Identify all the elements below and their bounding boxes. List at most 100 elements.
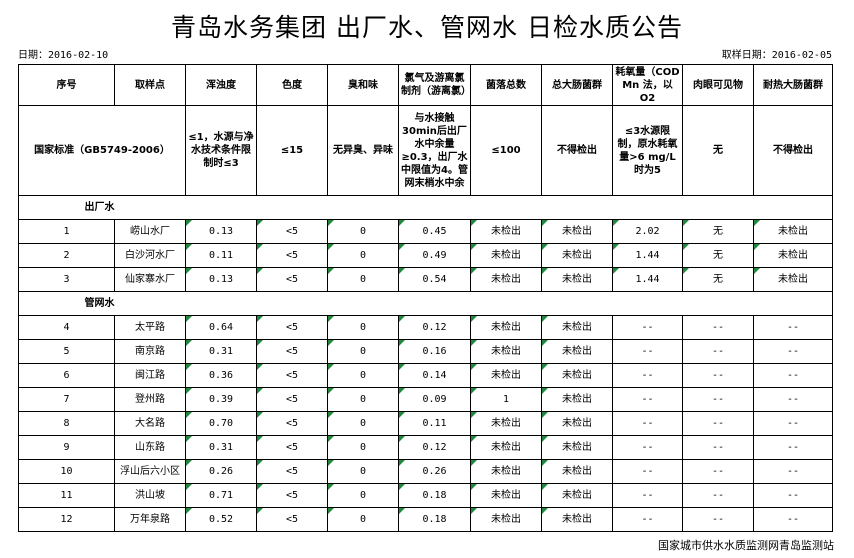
table-cell: 未检出 [541,315,613,340]
standard-value: ≤3水源限制，原水耗氧量>6 mg/L时为5 [612,105,683,196]
table-cell: -- [612,363,683,388]
standard-value: ≤1，水源与净水技术条件限制时≤3 [185,105,257,196]
table-cell: 未检出 [470,411,542,436]
table-cell: 0 [327,459,399,484]
table-cell: 0.11 [185,243,257,268]
table-cell: 大名路 [114,411,186,436]
table-cell: 0 [327,387,399,412]
table-cell: 未检出 [753,219,833,244]
column-header: 耐热大肠菌群 [753,64,833,106]
table-cell: 0.36 [185,363,257,388]
header-row: 序号 取样点 浑浊度 色度 臭和味 氯气及游离氯制剂（游离氯） 菌落总数 总大肠菌群 耗氧量（C… [18,64,833,106]
column-header: 浑浊度 [185,64,257,106]
table-cell: 2.02 [612,219,683,244]
table-cell: 0 [327,363,399,388]
table-cell: <5 [256,507,328,532]
table-cell: -- [682,339,754,364]
table-cell: <5 [256,387,328,412]
table-cell: 0.71 [185,483,257,508]
table-cell: 浮山后六小区 [114,459,186,484]
table-cell: 万年泉路 [114,507,186,532]
section-row: 出厂水 [18,195,833,220]
table-cell: 未检出 [541,459,613,484]
table-cell: 未检出 [753,243,833,268]
table-cell: 未检出 [541,483,613,508]
table-cell: 未检出 [470,243,542,268]
table-cell: 未检出 [541,411,613,436]
table-cell: 0.18 [398,483,471,508]
table-cell: 0 [327,219,399,244]
table-cell: -- [753,507,833,532]
footer-source: 国家城市供水水质监测网青岛监测站 [658,539,834,552]
table-cell: 未检出 [470,219,542,244]
table-cell: <5 [256,411,328,436]
table-cell: 3 [18,267,115,292]
table-cell: 0.11 [398,411,471,436]
table-row: 1 崂山水厂 0.13 <5 0 0.45 未检出 未检出 2.02 无未检出 [18,219,833,244]
table-cell: 0.39 [185,387,257,412]
table-row: 12 万年泉路 0.52 <5 0 0.18 未检出 未检出 -- -- -- [18,507,833,532]
table-cell: 0 [327,267,399,292]
table-cell: -- [753,339,833,364]
column-header: 总大肠菌群 [541,64,613,106]
standard-value-text: 无异臭、异味 [333,145,393,156]
table-row: 10 浮山后六小区 0.26 <5 0 0.26 未检出 未检出 -- -- -- [18,459,833,484]
table-cell: -- [612,411,683,436]
table-cell: 0.09 [398,387,471,412]
table-cell: -- [753,459,833,484]
table-cell: 0.49 [398,243,471,268]
standard-value-text: 不得检出 [557,145,597,156]
table-cell: <5 [256,483,328,508]
section-label: 出厂水 [85,195,833,220]
table-cell: 未检出 [541,435,613,460]
table-cell: 闽江路 [114,363,186,388]
table-cell: 0.52 [185,507,257,532]
table-cell: 8 [18,411,115,436]
table-cell: <5 [256,363,328,388]
table-cell: -- [682,459,754,484]
table-row: 11 洪山坡 0.71 <5 0 0.18 未检出 未检出 -- -- -- [18,483,833,508]
table-cell: -- [612,315,683,340]
table-cell: 0 [327,315,399,340]
standard-value-text: ≤15 [280,145,304,156]
table-cell: 白沙河水厂 [114,243,186,268]
table-cell: 0 [327,435,399,460]
table-row: 8 大名路 0.70 <5 0 0.11 未检出 未检出 -- -- -- [18,411,833,436]
table-cell: 仙家寨水厂 [114,267,186,292]
table-cell: 6 [18,363,115,388]
table-row: 9 山东路 0.31 <5 0 0.12 未检出 未检出 -- -- -- [18,435,833,460]
table-cell: 0 [327,507,399,532]
column-header: 取样点 [114,64,186,106]
table-cell: 9 [18,435,115,460]
report-date: 日期：2016-02-10 [18,50,109,61]
table-cell: <5 [256,267,328,292]
table-cell: -- [753,363,833,388]
standard-value: ≤100 [470,105,542,196]
table-cell: -- [753,387,833,412]
water-quality-table: 序号 取样点 浑浊度 色度 臭和味 氯气及游离氯制剂（游离氯） 菌落总数 总大肠菌群 耗氧量（C… [18,64,833,532]
table-cell: 未检出 [470,339,542,364]
table-cell: -- [682,387,754,412]
table-cell: -- [682,315,754,340]
table-cell: 未检出 [541,339,613,364]
table-cell: -- [682,411,754,436]
table-cell: <5 [256,315,328,340]
table-cell: 0.31 [185,339,257,364]
table-cell: 未检出 [470,267,542,292]
table-cell: 无 [682,219,754,244]
column-header: 菌落总数 [470,64,542,106]
table-row: 2 白沙河水厂 0.11 <5 0 0.49 未检出 未检出 1.44 无未检出 [18,243,833,268]
table-cell: 0 [327,243,399,268]
section-row: 管网水 [18,291,833,316]
table-cell: <5 [256,435,328,460]
table-cell: -- [612,507,683,532]
table-cell: 0 [327,339,399,364]
table-cell: 1.44 [612,267,683,292]
table-cell: 5 [18,339,115,364]
table-cell: -- [612,339,683,364]
table-cell: 1.44 [612,243,683,268]
table-cell: 未检出 [541,219,613,244]
standard-value: 无异臭、异味 [327,105,399,196]
table-cell: 12 [18,507,115,532]
table-cell: 0 [327,411,399,436]
